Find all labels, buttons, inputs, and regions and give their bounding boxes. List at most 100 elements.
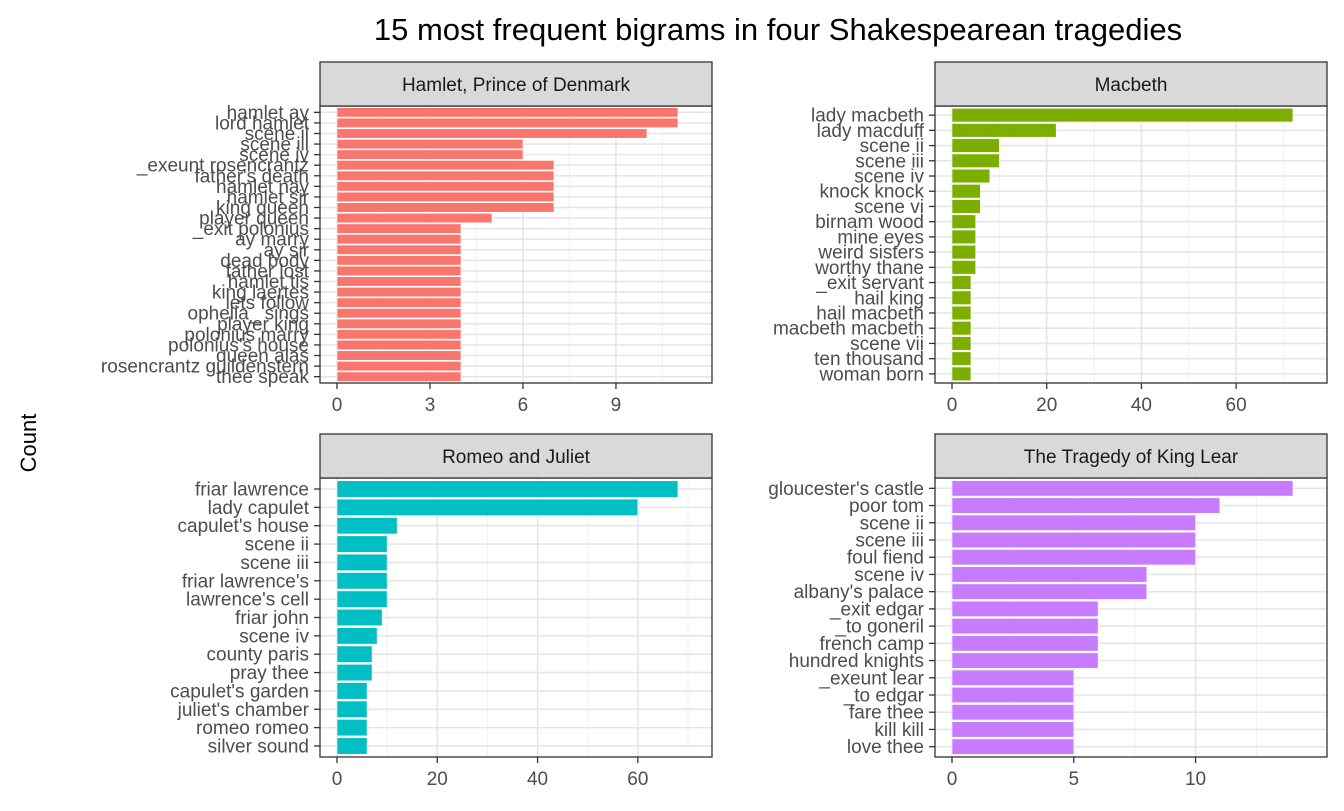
category-label: juliet's chamber [177, 700, 310, 721]
bar [336, 329, 462, 340]
bar [951, 480, 1294, 497]
category-label: ophelia_ sings [188, 304, 309, 325]
bar [951, 260, 976, 275]
category-label: father lost [226, 261, 310, 282]
category-label: french camp [819, 634, 924, 655]
category-label: scene iii [855, 531, 924, 552]
bar [951, 497, 1221, 514]
bar [951, 214, 976, 229]
x-tick-label: 0 [332, 769, 343, 790]
category-label: hamlet sir [227, 187, 310, 208]
bar [336, 287, 462, 298]
bar [951, 305, 972, 321]
category-label: hamlet nay [216, 177, 309, 198]
category-label: hundred knights [789, 651, 924, 672]
category-label: ay marry [235, 230, 309, 251]
category-label: mine eyes [837, 227, 924, 248]
category-label: capulet's garden [170, 681, 309, 702]
bar [951, 686, 1075, 704]
category-label: scene vi [854, 197, 924, 218]
bar [336, 276, 462, 287]
bar [951, 321, 972, 336]
bar [336, 223, 462, 234]
category-label: birnam wood [815, 212, 924, 233]
x-tick-label: 60 [1226, 395, 1247, 416]
facet-strip-label: The Tragedy of King Lear [1024, 447, 1239, 468]
category-label: scene iv [239, 626, 309, 647]
category-label: _to goneril [834, 617, 924, 638]
bar [951, 184, 981, 199]
category-label: weird sisters [817, 243, 924, 264]
bar [336, 498, 639, 516]
bar [336, 553, 388, 571]
facet-strip [934, 433, 1328, 479]
category-label: queen alas [216, 346, 309, 367]
bar [951, 669, 1075, 686]
category-label: king laertes [212, 283, 309, 304]
category-label: kill kill [874, 720, 924, 741]
bar [336, 139, 524, 150]
category-label: scene iii [240, 135, 309, 156]
category-label: hamlet tis [228, 272, 309, 293]
x-tick-label: 0 [332, 395, 343, 416]
bar [336, 608, 383, 627]
category-label: scene iii [855, 151, 924, 172]
category-label: scene vii [850, 334, 924, 355]
category-label: _exit edgar [829, 599, 925, 620]
category-label: worthy thane [814, 258, 924, 279]
category-label: friar lawrence [195, 480, 309, 501]
bar [336, 191, 555, 202]
category-label: hail macbeth [816, 303, 924, 324]
bar [951, 244, 976, 260]
bar [336, 700, 368, 718]
bar [336, 318, 462, 329]
facet-strip-label: Hamlet, Prince of Denmark [402, 75, 631, 96]
category-label: hamlet ay [227, 103, 310, 124]
category-label: silver sound [208, 736, 309, 757]
y-axis-label: Count [16, 414, 41, 473]
category-label: polonius's house [168, 335, 309, 356]
x-tick-label: 9 [611, 395, 622, 416]
bar [951, 107, 1294, 123]
facet-strip-label: Romeo and Juliet [442, 447, 591, 468]
category-label: gloucester's castle [768, 479, 924, 500]
category-label: love thee [847, 737, 924, 758]
bar [951, 123, 1057, 138]
category-label: foul fiend [847, 548, 924, 569]
bar [336, 737, 368, 755]
bar [951, 351, 972, 366]
category-label: dead body [220, 251, 309, 272]
category-label: friar lawrence's [182, 571, 309, 592]
bar [951, 549, 1196, 566]
bar [951, 229, 976, 245]
bar [336, 308, 462, 319]
bar [951, 704, 1075, 721]
x-tick-label: 3 [425, 395, 436, 416]
x-tick-label: 60 [627, 769, 648, 790]
bar [336, 107, 679, 118]
category-label: scene iv [854, 167, 924, 188]
category-label: king queen [216, 198, 309, 219]
category-label: county paris [207, 645, 309, 666]
bar [951, 138, 1000, 153]
x-tick-label: 40 [1131, 395, 1152, 416]
bar [336, 160, 555, 171]
bar [336, 170, 555, 181]
category-label: lets follow [226, 293, 310, 314]
category-label: ay sir [264, 240, 310, 261]
bar [951, 600, 1099, 617]
category-label: lady macduff [817, 121, 925, 142]
category-label: scene iii [240, 553, 309, 574]
bar [336, 244, 462, 255]
category-label: rosencrantz guildenstern [101, 357, 309, 378]
facet-strip-label: Macbeth [1095, 75, 1168, 96]
bar [951, 168, 991, 184]
category-label: friar john [235, 608, 309, 629]
bar [951, 618, 1099, 635]
bar [336, 645, 373, 663]
category-label: pray thee [230, 663, 309, 684]
x-tick-label: 40 [527, 769, 548, 790]
chart-title: 15 most frequent bigrams in four Shakesp… [374, 12, 1182, 47]
